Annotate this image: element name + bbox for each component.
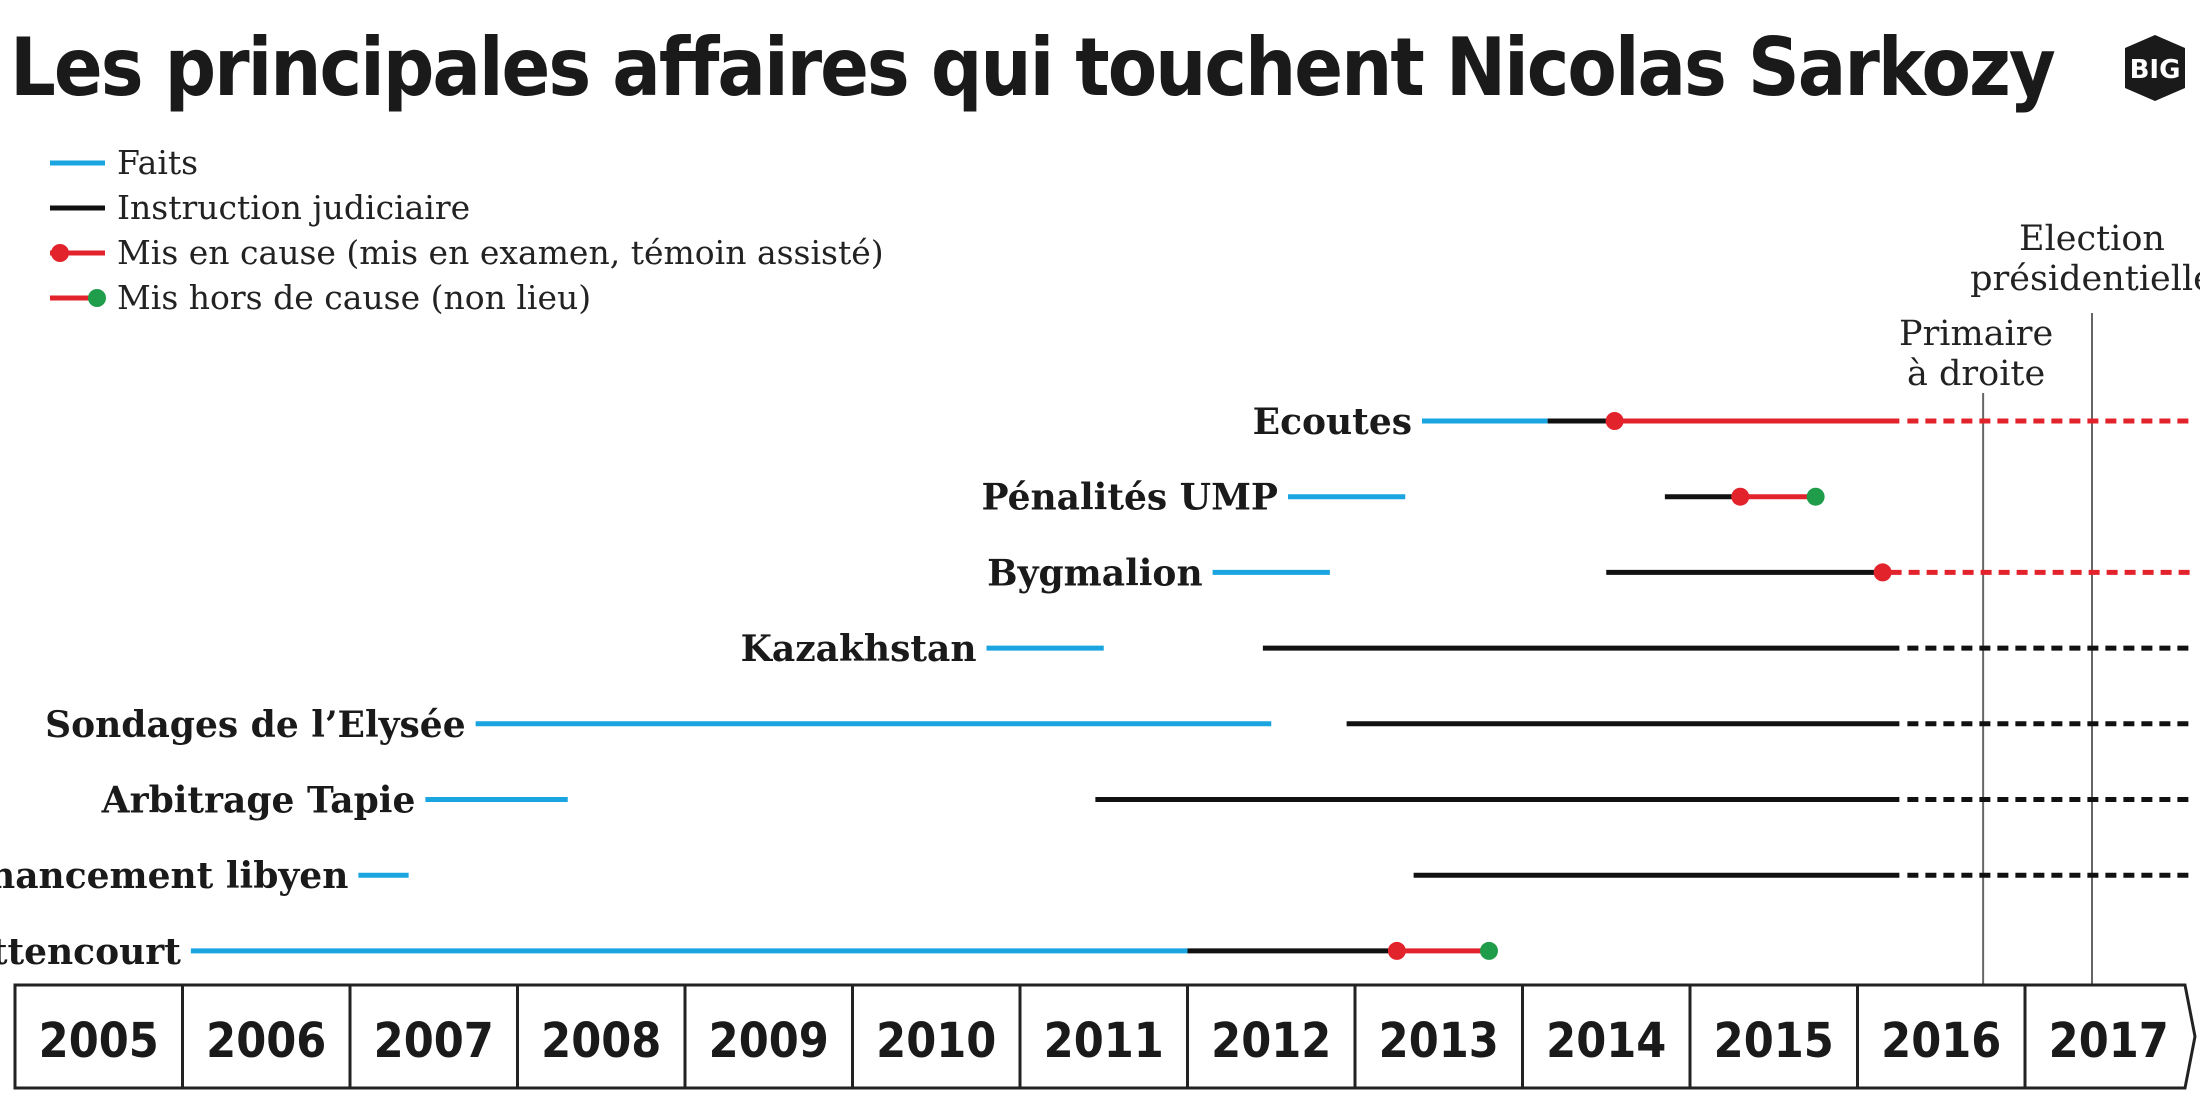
mis-en-cause-marker — [1605, 412, 1624, 430]
year-tick-label: 2016 — [1881, 1013, 2001, 1069]
legend-item-mis-en-cause: Mis en cause (mis en examen, témoin assi… — [50, 233, 884, 272]
affaire-row: Sondages de l’Elysée — [45, 704, 2195, 746]
event-label: présidentielle — [1970, 259, 2200, 299]
affaire-row: Pénalités UMP — [981, 477, 1825, 519]
year-tick-label: 2008 — [541, 1013, 661, 1069]
affaire-row: Kazakhstan — [741, 628, 2195, 670]
year-tick-label: 2010 — [876, 1013, 996, 1069]
legend-item-faits: Faits — [50, 143, 198, 182]
year-tick-label: 2007 — [374, 1013, 494, 1069]
year-tick-label: 2013 — [1379, 1013, 1499, 1069]
logo-text: BIG — [2130, 55, 2181, 85]
affaire-label: Bettencourt — [0, 931, 181, 973]
legend-dot — [51, 244, 69, 262]
year-tick-label: 2017 — [2049, 1013, 2169, 1069]
affaire-row: Arbitrage Tapie — [101, 780, 2195, 822]
big-logo: BIG — [2125, 35, 2185, 101]
affaire-label: Financement libyen — [0, 855, 348, 897]
axis-frame — [13, 983, 2197, 1090]
legend-label: Mis hors de cause (non lieu) — [117, 278, 591, 317]
legend-dot — [88, 289, 106, 307]
year-tick-label: 2009 — [709, 1013, 829, 1069]
non-lieu-marker — [1480, 941, 1498, 960]
event-label: Election — [2019, 219, 2165, 259]
year-tick-label: 2006 — [206, 1013, 326, 1069]
chart-title: Les principales affaires qui touchent Ni… — [10, 21, 2055, 114]
legend-label: Faits — [117, 143, 198, 182]
affaire-label: Bygmalion — [987, 552, 1202, 594]
affaire-label: Arbitrage Tapie — [101, 780, 416, 822]
year-tick-label: 2014 — [1546, 1013, 1666, 1069]
legend: Faits Instruction judiciaire Mis en cause … — [50, 143, 884, 317]
event-label: à droite — [1907, 354, 2045, 394]
affaire-label: Ecoutes — [1253, 401, 1412, 443]
event-label: Primaire — [1899, 314, 2053, 354]
affaire-label: Pénalités UMP — [981, 477, 1278, 519]
affaire-row: Bettencourt — [0, 931, 1498, 973]
legend-item-instruction: Instruction judiciaire — [50, 188, 470, 227]
affaire-row: Bygmalion — [987, 552, 2195, 594]
non-lieu-marker — [1806, 487, 1825, 506]
legend-item-hors-de-cause: Mis hors de cause (non lieu) — [50, 278, 591, 317]
mis-en-cause-marker — [1387, 941, 1406, 960]
affaire-row: Financement libyen — [0, 855, 2195, 897]
year-tick-label: 2015 — [1714, 1013, 1834, 1069]
affaire-label: Kazakhstan — [741, 628, 977, 670]
affaire-row: Ecoutes — [1253, 401, 2195, 443]
year-tick-label: 2005 — [39, 1013, 159, 1069]
mis-en-cause-marker — [1731, 487, 1750, 506]
affaire-label: Sondages de l’Elysée — [45, 704, 466, 746]
year-tick-label: 2012 — [1211, 1013, 1331, 1069]
legend-label: Mis en cause (mis en examen, témoin assi… — [117, 233, 884, 272]
mis-en-cause-marker — [1873, 563, 1892, 582]
legend-label: Instruction judiciaire — [117, 188, 470, 227]
year-axis: 2005 2006 2007 2008 2009 2010 2011 2012 2013 2014… — [13, 983, 2197, 1090]
year-tick-label: 2011 — [1044, 1013, 1164, 1069]
